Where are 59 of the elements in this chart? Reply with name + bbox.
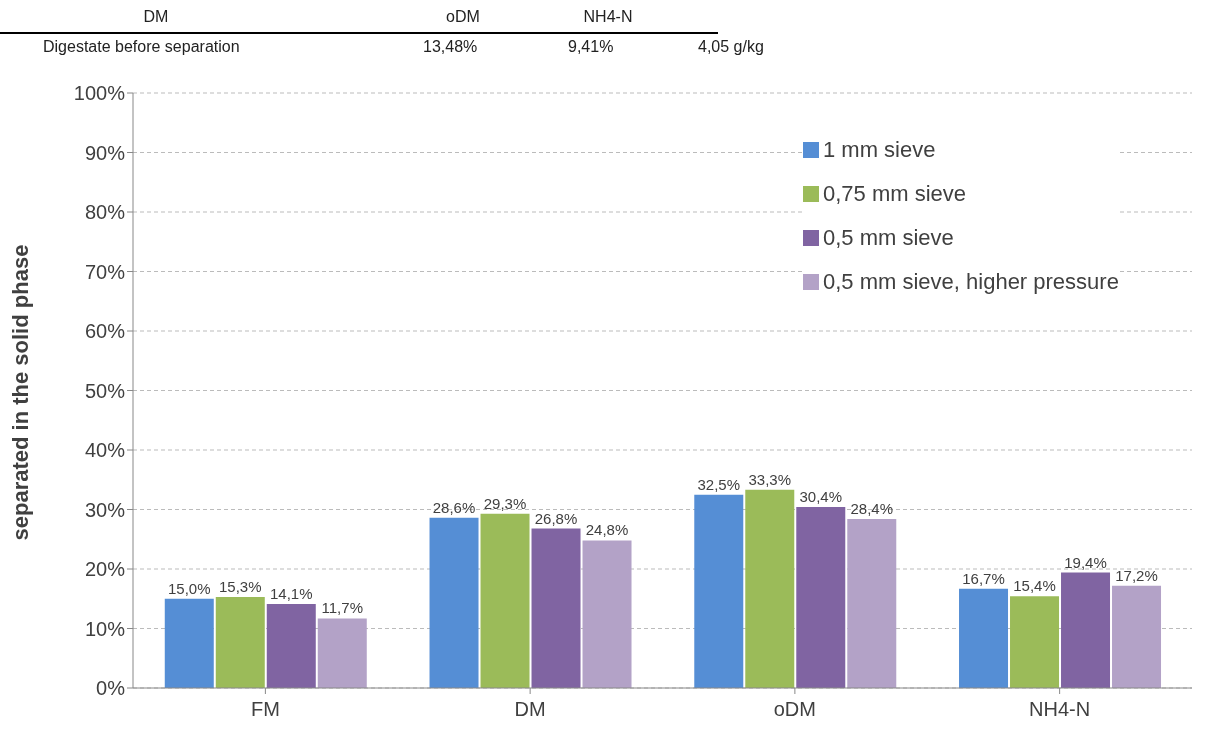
legend-label: 0,5 mm sieve	[823, 225, 954, 251]
y-tick-label: 100%	[73, 82, 126, 105]
y-tick-label: 60%	[84, 320, 126, 343]
y-tick-label: 70%	[84, 260, 126, 283]
y-tick-label: 90%	[84, 141, 126, 164]
legend-label: 0,75 mm sieve	[823, 181, 967, 207]
data-label: 19,4%	[1064, 553, 1107, 571]
y-tick-label: 40%	[84, 439, 126, 462]
bar	[215, 596, 265, 688]
data-label: 15,3%	[219, 577, 262, 595]
bar	[531, 528, 581, 688]
bar	[959, 588, 1009, 688]
bar	[694, 494, 744, 688]
bar	[796, 507, 846, 688]
bar	[164, 598, 214, 688]
text: 4,05 g/kg	[698, 38, 764, 56]
data-label: 33,3%	[748, 470, 792, 488]
data-label: 15,4%	[1013, 577, 1056, 595]
data-label: 16,7%	[962, 569, 1005, 587]
y-tick-label: 20%	[84, 558, 126, 581]
y-tick-label: 10%	[84, 617, 126, 640]
text: 9,41%	[568, 38, 614, 56]
data-label: 32,5%	[697, 475, 741, 493]
x-tick-label: NH4-N	[1029, 698, 1091, 721]
bar	[847, 519, 897, 688]
legend-label: 1 mm sieve	[823, 137, 936, 163]
data-label: 30,4%	[799, 488, 843, 506]
y-tick-label: 80%	[84, 201, 126, 224]
y-axis-title: separated in the solid phase	[7, 244, 33, 541]
x-tick-label: FM	[250, 698, 280, 721]
x-tick-label: oDM	[773, 698, 816, 721]
bar	[1010, 596, 1060, 688]
bar	[266, 604, 316, 688]
data-label: 24,8%	[585, 521, 629, 539]
text: Digestate before separation	[43, 38, 240, 56]
bar	[480, 513, 530, 688]
legend-label: 0,5 mm sieve, higher pressure	[823, 269, 1119, 295]
data-label: 14,1%	[270, 585, 313, 603]
text: NH4-N	[583, 8, 633, 26]
y-tick-label: 50%	[84, 379, 126, 402]
bar	[1061, 572, 1111, 688]
bar	[317, 618, 367, 688]
text: DM	[143, 8, 169, 26]
data-label: 17,2%	[1115, 566, 1158, 584]
data-label: 15,0%	[168, 579, 211, 597]
x-tick-label: DM	[514, 698, 546, 721]
data-label: 26,8%	[534, 509, 578, 527]
bar	[429, 517, 479, 688]
data-label: 28,6%	[432, 498, 476, 516]
text: oDM	[446, 8, 480, 26]
text: 13,48%	[423, 38, 478, 56]
data-label: 11,7%	[321, 599, 363, 617]
y-tick-label: 0%	[96, 677, 126, 700]
bar	[745, 489, 795, 688]
data-label: 29,3%	[483, 494, 527, 512]
bar	[582, 540, 632, 688]
data-label: 28,4%	[850, 500, 894, 518]
bar	[1112, 585, 1162, 688]
y-tick-label: 30%	[84, 498, 126, 521]
